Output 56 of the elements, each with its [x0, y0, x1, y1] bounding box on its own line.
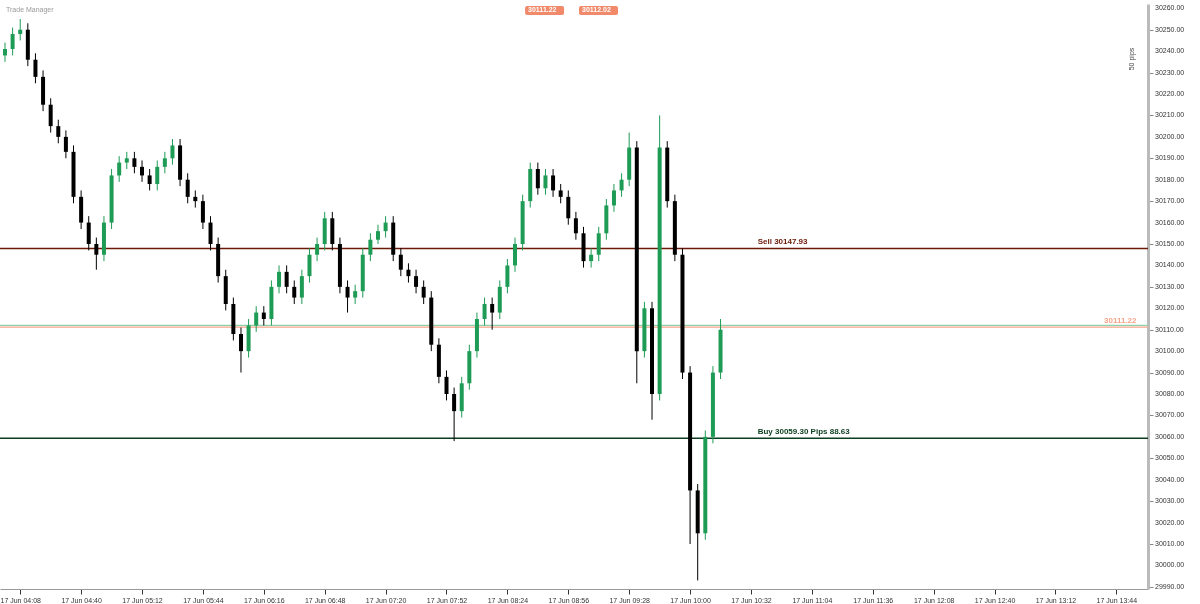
- candlestick: [117, 155, 122, 183]
- candlestick: [551, 168, 556, 198]
- candlestick: [452, 387, 457, 442]
- candlestick: [375, 224, 380, 245]
- candlestick: [63, 129, 68, 159]
- candlestick: [185, 172, 190, 204]
- candlestick: [566, 189, 571, 226]
- candlestick: [292, 279, 297, 305]
- candlestick: [558, 183, 563, 204]
- candlestick: [155, 159, 160, 191]
- candlestick: [543, 168, 548, 196]
- candlestick: [398, 247, 403, 277]
- candlestick: [299, 269, 304, 305]
- candlestick: [573, 211, 578, 241]
- candlestick: [238, 327, 243, 374]
- candlestick: [596, 226, 601, 262]
- candlestick: [162, 151, 167, 174]
- candlestick: [513, 237, 518, 273]
- candlestick: [414, 269, 419, 294]
- candlestick: [505, 258, 510, 294]
- ref-line-label: Sell 30147.93: [757, 237, 809, 247]
- candlestick: [482, 297, 487, 326]
- candlestick: [208, 215, 213, 251]
- candlestick: [254, 305, 259, 333]
- candlestick: [132, 151, 137, 174]
- candlestick: [86, 215, 91, 251]
- ref-line-label: 30111.22: [1104, 316, 1138, 326]
- candlestick: [261, 305, 266, 326]
- candlestick: [200, 194, 205, 230]
- candlestick: [406, 262, 411, 284]
- candlestick: [94, 237, 99, 271]
- candlestick: [589, 247, 594, 269]
- candlestick: [383, 215, 388, 239]
- candlestick: [421, 279, 426, 305]
- candlestick: [170, 138, 175, 166]
- candlestick: [10, 27, 15, 56]
- candlestick: [18, 18, 23, 41]
- candlestick: [3, 42, 7, 63]
- candlestick: [277, 264, 282, 294]
- candlestick: [307, 247, 312, 284]
- candlestick: [619, 172, 624, 198]
- candlestick: [140, 159, 145, 183]
- candlestick: [368, 232, 373, 262]
- ref-line-label: Buy 30059.30 Pips 88.63: [757, 427, 851, 437]
- candlestick: [444, 369, 449, 401]
- candlestick: [147, 168, 152, 191]
- candlestick: [611, 183, 616, 213]
- candlestick: [33, 52, 38, 84]
- candlestick: [490, 297, 495, 331]
- candlestick: [48, 97, 53, 134]
- candlestick: [535, 162, 540, 196]
- candlestick: [284, 264, 289, 294]
- candlestick: [353, 284, 358, 305]
- candlestick: [315, 237, 320, 262]
- candlestick: [56, 119, 61, 144]
- candlestick: [345, 279, 350, 314]
